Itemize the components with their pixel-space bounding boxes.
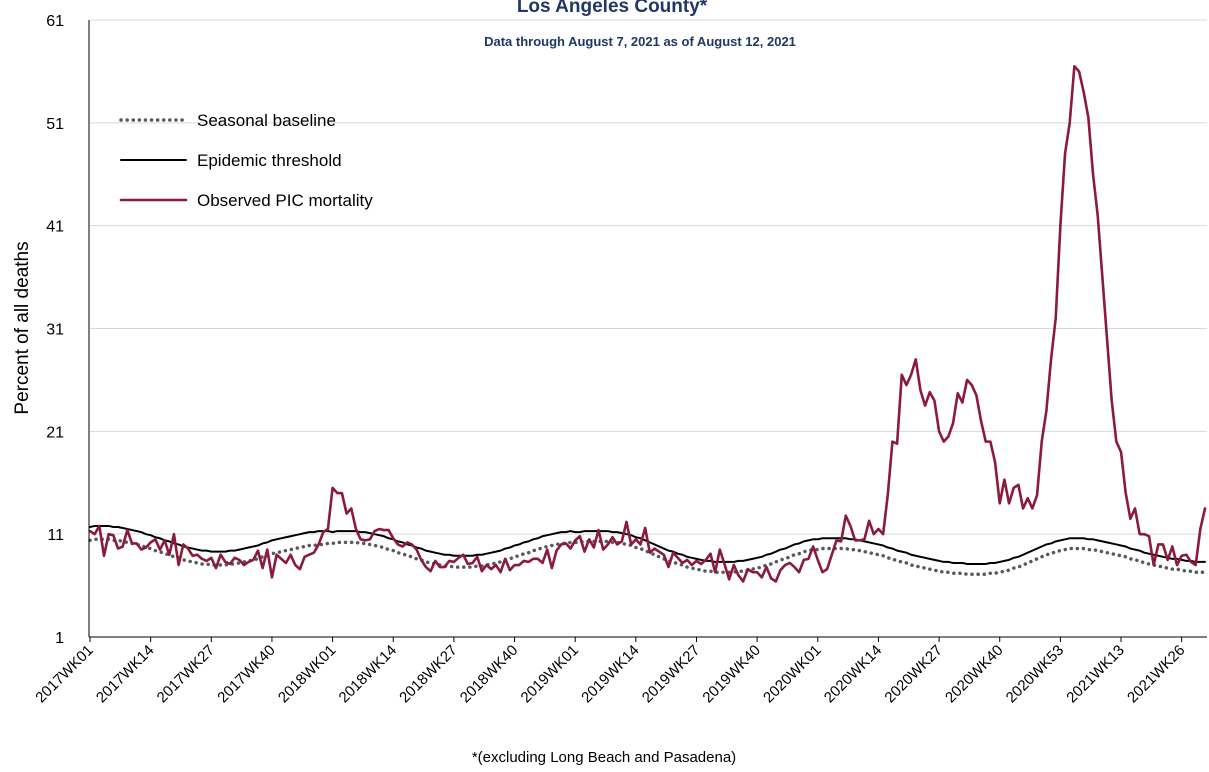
y-tick-label: 11 [47,527,64,544]
x-tick-label: 2019WK14 [578,642,643,707]
x-tick-label: 2020WK27 [881,642,946,707]
x-tick-label: 2021WK26 [1124,642,1189,707]
x-tick-label: 2018WK27 [396,642,461,707]
y-tick-label: 1 [55,630,64,647]
y-axis-label: Percent of all deaths [12,241,33,414]
series-line [88,64,1207,583]
x-tick-label: 2019WK01 [518,642,583,707]
x-tick-label: 2020WK53 [1003,642,1068,707]
legend-label: Epidemic threshold [197,151,342,170]
x-tick-label: 2017WK40 [214,642,279,707]
chart-title: Los Angeles County* [517,0,708,17]
x-tick-label: 2018WK40 [457,642,522,707]
series-line [88,537,1207,577]
x-tick-label: 2021WK13 [1063,642,1128,707]
x-tick-label: 2019WK40 [699,642,764,707]
y-tick-label: 51 [46,116,64,133]
legend-label: Observed PIC mortality [197,191,373,210]
x-tick-label: 2019WK27 [639,642,704,707]
plot-area [88,64,1207,583]
x-tick-label: 2017WK14 [93,642,158,707]
x-tick-label: 2020WK40 [942,642,1007,707]
x-tick-label: 2017WK01 [32,642,97,707]
x-tick-label: 2018WK14 [336,642,401,707]
y-tick-label: 61 [46,13,64,30]
x-tick-label: 2017WK27 [154,642,219,707]
legend-label: Seasonal baseline [197,111,336,130]
x-tick-label: 2018WK01 [275,642,340,707]
x-tick-label: 2020WK01 [760,642,825,707]
legend: Seasonal baseline Epidemic threshold Obser… [119,111,373,210]
y-tick-label: 31 [46,322,64,339]
y-tick-label: 21 [46,424,64,441]
y-tick-label: 41 [46,219,64,236]
chart-subtitle: Data through August 7, 2021 as of August… [484,34,796,49]
x-axis-label: *(excluding Long Beach and Pasadena) [472,749,736,766]
x-tick-label: 2020WK14 [821,642,886,707]
